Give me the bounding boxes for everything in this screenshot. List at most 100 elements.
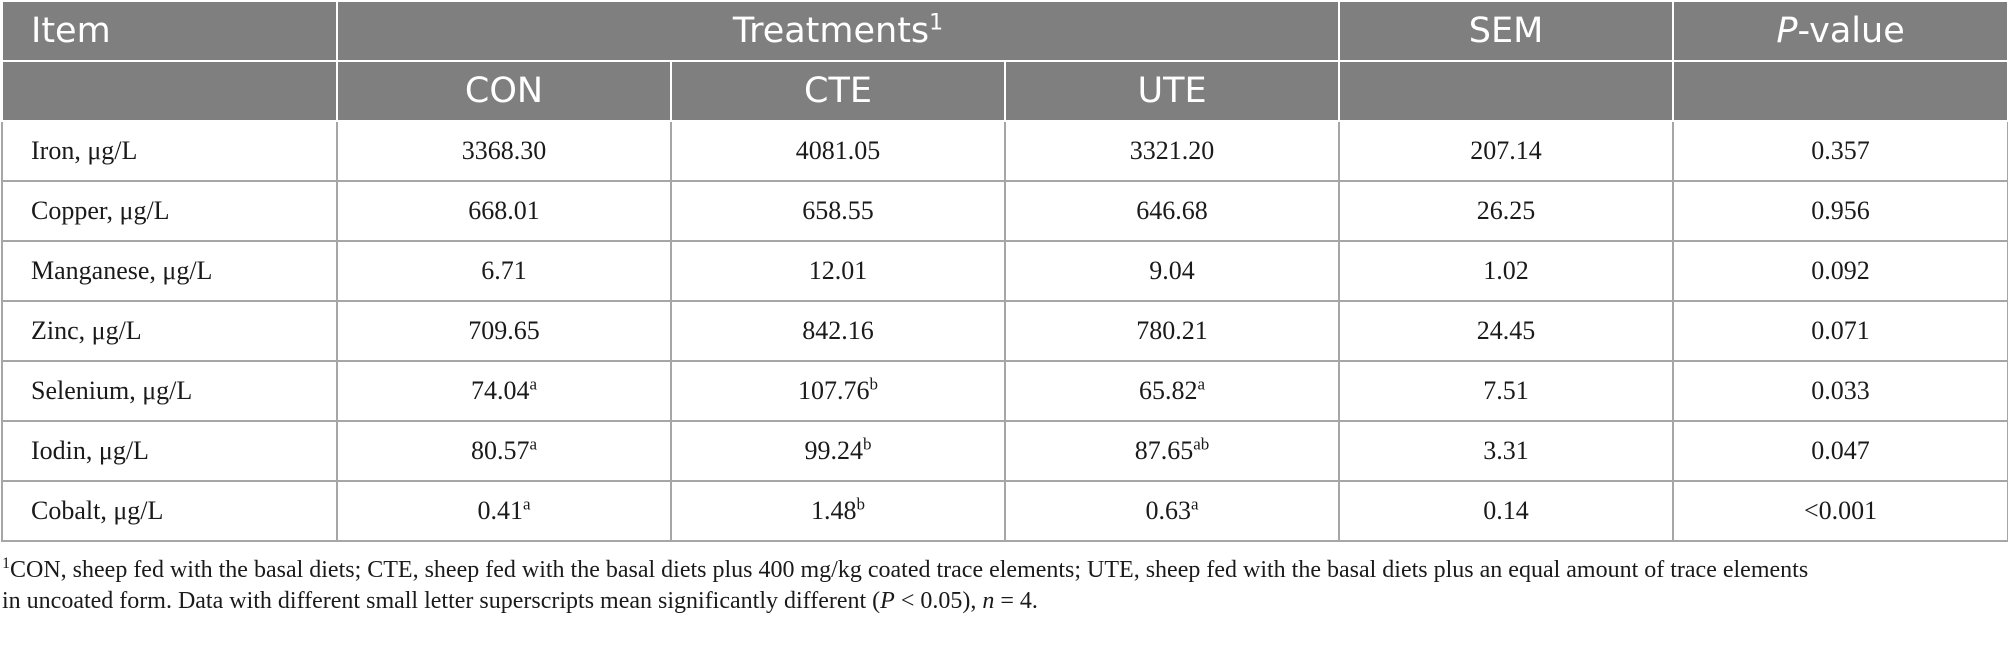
header-ute: UTE [1003, 60, 1341, 122]
cell-cte-superscript: b [869, 374, 879, 394]
cell-p: 0.047 [1672, 420, 2008, 482]
cell-sem: 1.02 [1338, 240, 1675, 302]
cell-ute-superscript: a [1190, 494, 1199, 514]
cell-p: 0.071 [1672, 300, 2008, 362]
table-row: Iodin, μg/L 80.57a 99.24b 87.65ab 3.31 0.047 [1, 420, 2008, 482]
cell-ute-superscript: a [1197, 374, 1206, 394]
cell-ute-value: 0.63 [1145, 496, 1191, 525]
table-row: Copper, μg/L 668.01 658.55 646.68 26.25 0.956 [1, 180, 2008, 242]
cell-con: 80.57a [336, 420, 672, 482]
header-item: Item [1, 0, 338, 62]
cell-con-value: 6.71 [481, 256, 527, 285]
table-row: Manganese, μg/L 6.71 12.01 9.04 1.02 0.092 [1, 240, 2008, 302]
cell-p: 0.956 [1672, 180, 2008, 242]
cell-item-value: Manganese, μg/L [31, 256, 213, 285]
cell-sem: 207.14 [1338, 120, 1675, 182]
cell-p: 0.092 [1672, 240, 2008, 302]
cell-cte-value: 107.76 [798, 376, 870, 405]
cell-ute: 3321.20 [1003, 120, 1341, 182]
cell-item: Manganese, μg/L [1, 240, 338, 302]
cell-item: Copper, μg/L [1, 180, 338, 242]
cell-con-superscript: a [529, 374, 538, 394]
cell-item-value: Iron, μg/L [31, 136, 138, 165]
cell-item-value: Selenium, μg/L [31, 376, 193, 405]
footnote-line-2c: = 4. [994, 588, 1038, 614]
cell-p: <0.001 [1672, 480, 2008, 542]
cell-item-value: Copper, μg/L [31, 196, 170, 225]
header-pvalue-blank [1672, 60, 2008, 122]
cell-con: 709.65 [336, 300, 672, 362]
cell-cte: 842.16 [670, 300, 1006, 362]
cell-con: 3368.30 [336, 120, 672, 182]
cell-ute: 87.65ab [1003, 420, 1341, 482]
header-cte: CTE [670, 60, 1006, 122]
footnote-p-symbol: P [880, 588, 895, 614]
cell-cte: 12.01 [670, 240, 1006, 302]
cell-con-superscript: a [522, 494, 531, 514]
cell-ute-value: 3321.20 [1129, 136, 1215, 165]
cell-sem-value: 24.45 [1476, 316, 1536, 345]
table-row: Selenium, μg/L 74.04a 107.76b 65.82a 7.51 0.0… [1, 360, 2008, 422]
cell-sem-value: 1.02 [1483, 256, 1529, 285]
cell-p-value: 0.357 [1811, 136, 1870, 165]
cell-con: 668.01 [336, 180, 672, 242]
cell-con: 6.71 [336, 240, 672, 302]
cell-item-value: Iodin, μg/L [31, 436, 149, 465]
cell-ute-value: 65.82 [1138, 376, 1198, 405]
cell-sem-value: 207.14 [1470, 136, 1542, 165]
trace-elements-table: Item Treatments1 SEM P-value CON CTE UTE… [1, 0, 2008, 542]
cell-cte-value: 658.55 [802, 196, 874, 225]
cell-sem: 3.31 [1338, 420, 1675, 482]
table-row: Cobalt, μg/L 0.41a 1.48b 0.63a 0.14 <0.001 [1, 480, 2008, 542]
header-pvalue: P-value [1672, 0, 2008, 62]
cell-cte: 99.24b [670, 420, 1006, 482]
cell-item: Iron, μg/L [1, 120, 338, 182]
table-row: Iron, μg/L 3368.30 4081.05 3321.20 207.14 0.3… [1, 120, 2008, 182]
footnote-mark: 1 [2, 555, 10, 572]
cell-p-value: 0.956 [1811, 196, 1870, 225]
cell-item-value: Zinc, μg/L [31, 316, 142, 345]
cell-sem-value: 26.25 [1476, 196, 1536, 225]
cell-ute: 646.68 [1003, 180, 1341, 242]
header-sem-blank [1338, 60, 1675, 122]
cell-cte-value: 12.01 [808, 256, 868, 285]
cell-con-value: 74.04 [470, 376, 530, 405]
cell-sem: 24.45 [1338, 300, 1675, 362]
table-footnote: 1CON, sheep fed with the basal diets; CT… [2, 555, 2002, 617]
cell-ute: 0.63a [1003, 480, 1341, 542]
header-con: CON [336, 60, 672, 122]
cell-item: Selenium, μg/L [1, 360, 338, 422]
table-container: Item Treatments1 SEM P-value CON CTE UTE… [1, 0, 2008, 617]
cell-p: 0.033 [1672, 360, 2008, 422]
footnote-line-1: CON, sheep fed with the basal diets; CTE… [10, 557, 1809, 583]
cell-sem-value: 0.14 [1483, 496, 1529, 525]
cell-item: Cobalt, μg/L [1, 480, 338, 542]
cell-ute: 9.04 [1003, 240, 1341, 302]
cell-cte-value: 99.24 [804, 436, 864, 465]
cell-ute-value: 87.65 [1134, 436, 1194, 465]
table-row: Zinc, μg/L 709.65 842.16 780.21 24.45 0.071 [1, 300, 2008, 362]
cell-sem: 26.25 [1338, 180, 1675, 242]
table-body: Iron, μg/L 3368.30 4081.05 3321.20 207.14 0.3… [1, 120, 2008, 542]
cell-p: 0.357 [1672, 120, 2008, 182]
cell-ute: 65.82a [1003, 360, 1341, 422]
cell-con-value: 668.01 [468, 196, 540, 225]
cell-cte-value: 4081.05 [795, 136, 881, 165]
footnote-n-symbol: n [982, 588, 995, 614]
cell-item: Zinc, μg/L [1, 300, 338, 362]
cell-sem-value: 3.31 [1483, 436, 1529, 465]
cell-ute-superscript: ab [1193, 434, 1210, 454]
cell-ute-value: 780.21 [1136, 316, 1208, 345]
header-row-1: Item Treatments1 SEM P-value [1, 0, 2008, 62]
cell-con-value: 3368.30 [461, 136, 547, 165]
cell-con-value: 0.41 [477, 496, 523, 525]
footnote-line-2a: in uncoated form. Data with different sm… [2, 588, 881, 614]
cell-cte: 658.55 [670, 180, 1006, 242]
header-item-blank [1, 60, 338, 122]
cell-cte: 107.76b [670, 360, 1006, 422]
cell-sem-value: 7.51 [1483, 376, 1529, 405]
cell-con-value: 80.57 [470, 436, 530, 465]
cell-con: 74.04a [336, 360, 672, 422]
cell-con: 0.41a [336, 480, 672, 542]
cell-p-value: <0.001 [1803, 496, 1878, 525]
